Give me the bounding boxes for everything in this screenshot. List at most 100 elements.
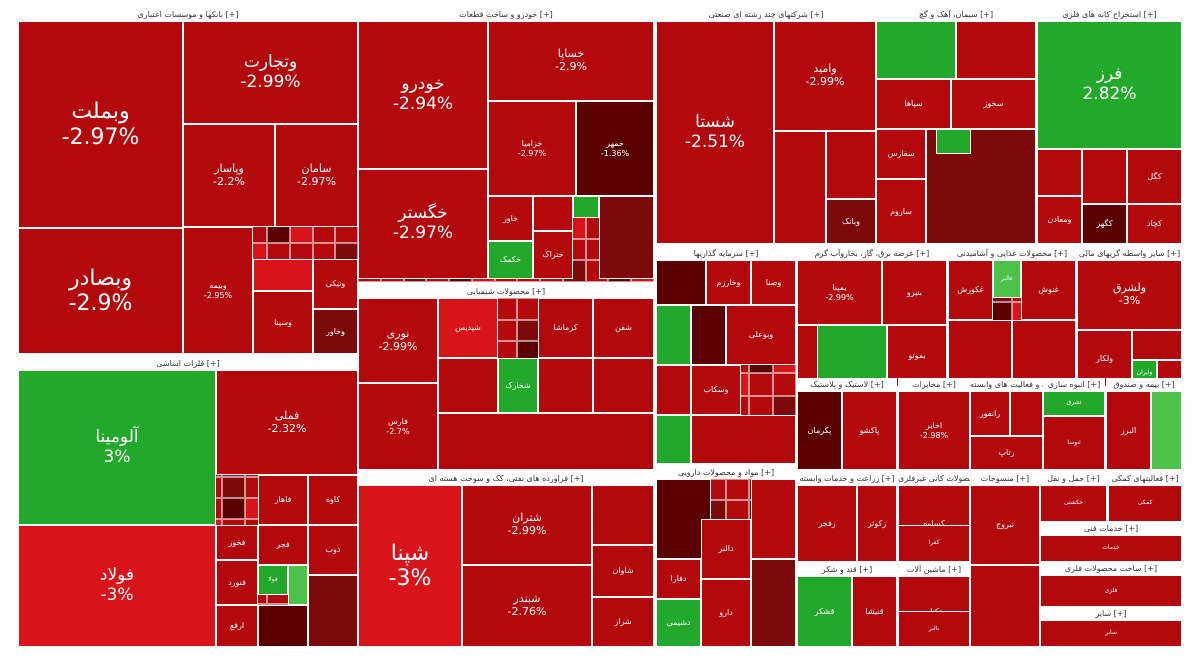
stock-tile[interactable]: بمپنا -2.99% — [797, 260, 882, 325]
stock-tile[interactable]: سامان -2.97% — [275, 124, 358, 227]
stock-tile[interactable]: شراز — [592, 597, 654, 647]
minor-stock-tile[interactable] — [774, 131, 826, 244]
stock-tile[interactable]: دالبر — [701, 519, 751, 579]
stock-tile[interactable]: ولکار — [1077, 330, 1132, 387]
sector-header[interactable]: خودرو و ساخت قطعات [+] — [358, 8, 654, 22]
minor-stock-tile[interactable] — [308, 575, 358, 647]
stock-tile[interactable]: شفن — [593, 298, 654, 358]
sector-header[interactable]: مواد و محصولات دارویی [+] — [656, 466, 796, 480]
stock-tile[interactable]: وخاور — [313, 309, 358, 354]
stock-tile[interactable]: ساروم — [876, 179, 926, 244]
stock-tile[interactable]: شتران -2.99% — [462, 485, 592, 565]
stock-tile[interactable]: حکشتی — [1040, 485, 1107, 522]
stock-tile[interactable]: وبانک — [826, 199, 876, 244]
minor-stock-tile[interactable] — [1037, 149, 1082, 196]
stock-tile[interactable]: خاور — [488, 196, 533, 241]
stock-tile[interactable]: خمهر -1.36% — [576, 101, 654, 196]
minor-stock-tile[interactable] — [948, 320, 1012, 387]
stock-tile[interactable]: دشیمی — [656, 599, 701, 647]
stock-tile[interactable]: غکورش — [948, 260, 993, 320]
minor-stock-tile[interactable] — [593, 358, 654, 413]
stock-tile[interactable]: اخابر -2.98% — [898, 391, 970, 470]
minor-stock-tile[interactable] — [970, 565, 1040, 647]
stock-tile[interactable]: ختراک — [533, 231, 573, 279]
stock-tile[interactable]: نوری -2.99% — [358, 298, 438, 383]
stock-tile[interactable]: قشکر — [797, 576, 852, 647]
minor-stock-tile[interactable] — [656, 260, 706, 305]
stock-tile[interactable]: فملی -2.32% — [216, 370, 358, 475]
stock-tile[interactable]: وتجارت -2.99% — [183, 21, 358, 124]
sector-header[interactable]: سرمایه گذاریها [+] — [656, 247, 796, 261]
stock-tile[interactable]: سپاها — [876, 79, 951, 129]
sector-header[interactable]: ماشین آلات [+] — [898, 563, 970, 577]
stock-tile[interactable]: رتاپ — [970, 436, 1043, 470]
minor-stock-tile[interactable] — [438, 413, 654, 470]
stock-tile[interactable]: سایر — [1040, 620, 1182, 647]
sector-header[interactable]: فراورده های نفتی، کک و سوخت هسته ای [+] — [358, 472, 654, 486]
stock-tile[interactable]: خودرو -2.94% — [358, 21, 488, 169]
sector-header[interactable]: خدمات فنی [+] — [1040, 522, 1182, 536]
minor-stock-tile[interactable] — [1012, 320, 1076, 387]
stock-tile[interactable]: شپدیس — [438, 298, 498, 358]
stock-tile[interactable]: خکمک — [488, 241, 533, 279]
stock-tile[interactable]: شاوان — [592, 545, 654, 597]
stock-tile[interactable]: پکرمان — [797, 391, 842, 470]
stock-tile[interactable]: ثنوسا — [1043, 416, 1105, 470]
stock-tile[interactable]: کفرا — [898, 525, 970, 562]
sector-header[interactable]: سیمان، آهک و گچ [+] — [876, 8, 1036, 22]
minor-stock-tile[interactable] — [533, 196, 573, 231]
stock-tile[interactable]: دارو — [701, 579, 751, 647]
stock-tile[interactable]: شخارک — [498, 358, 538, 413]
stock-tile[interactable]: شبندر -2.76% — [462, 565, 592, 647]
sector-header[interactable]: ساخت محصولات فلزی [+] — [1040, 562, 1182, 576]
sector-header[interactable]: بانکها و موسسات اعتباری [+] — [18, 8, 358, 22]
minor-stock-tile[interactable] — [592, 485, 654, 545]
stock-tile[interactable]: نبروج — [970, 485, 1040, 565]
sector-header[interactable]: محصولات غذایی و آشامیدنی [+] — [948, 247, 1076, 261]
stock-tile[interactable]: خزامیا -2.97% — [488, 101, 576, 196]
stock-tile[interactable]: خگستر -2.97% — [358, 169, 488, 279]
stock-tile[interactable]: وبصادر -2.9% — [18, 228, 183, 354]
stock-tile[interactable]: وسینا — [253, 291, 313, 354]
stock-tile[interactable]: سخوز — [951, 79, 1036, 129]
sector-header[interactable]: سایر محصولات کانی غیرفلزی [+] — [898, 472, 970, 486]
stock-tile[interactable]: فجر — [258, 525, 308, 565]
stock-tile[interactable]: البرز — [1106, 391, 1151, 470]
stock-tile[interactable]: ثشرق — [1043, 391, 1105, 416]
stock-tile[interactable]: ونیکی — [313, 259, 358, 309]
sector-header[interactable]: مخابرات [+] — [898, 378, 970, 392]
stock-tile[interactable]: شپنا -3% — [358, 485, 462, 647]
stock-tile[interactable]: بالبر — [898, 611, 970, 647]
minor-stock-tile[interactable] — [936, 129, 971, 154]
stock-tile[interactable]: وبوعلی — [726, 305, 796, 365]
sector-header[interactable]: منسوجات [+] — [970, 472, 1040, 486]
stock-tile[interactable]: غالبر — [993, 260, 1021, 298]
stock-tile[interactable]: رانفور — [970, 391, 1010, 436]
stock-tile[interactable]: فرز 2.82% — [1037, 21, 1182, 149]
stock-tile[interactable]: شستا -2.51% — [656, 21, 774, 244]
sector-header[interactable]: محصولات شیمیایی [+] — [358, 285, 654, 299]
stock-tile[interactable]: قنیشا — [852, 576, 897, 647]
stock-tile[interactable]: کاوه — [308, 475, 358, 525]
minor-stock-tile[interactable] — [751, 559, 796, 647]
sector-header[interactable]: سایر واسطه گریهای مالی [+] — [1077, 247, 1182, 261]
stock-tile[interactable]: فولا — [258, 565, 288, 595]
stock-tile[interactable]: وخارزم — [706, 260, 751, 305]
stock-tile[interactable]: غنوش — [1021, 260, 1076, 320]
minor-stock-tile[interactable] — [599, 196, 654, 279]
minor-stock-tile[interactable] — [258, 605, 308, 647]
sector-header[interactable]: رایانه و فعالیت های وابسته [+] — [970, 378, 1043, 392]
stock-tile[interactable]: وبیمه -2.95% — [183, 227, 253, 354]
stock-tile[interactable]: فاهار — [258, 475, 308, 525]
stock-tile[interactable]: زکوثر — [857, 485, 897, 562]
sector-header[interactable]: لاستیک و پلاستیک [+] — [797, 378, 897, 392]
stock-tile[interactable]: کگهر — [1082, 204, 1127, 244]
minor-stock-tile[interactable] — [1082, 149, 1127, 204]
sector-header[interactable]: انبوه سازی [+] — [1043, 378, 1105, 392]
stock-tile[interactable]: ذوب — [308, 525, 358, 575]
stock-tile[interactable]: ولشرق -3% — [1077, 260, 1182, 330]
stock-tile[interactable]: خدمات — [1040, 535, 1182, 562]
stock-tile[interactable]: کرماشا — [538, 298, 593, 358]
minor-stock-tile[interactable] — [956, 21, 1036, 79]
sector-header[interactable]: فعالیتهای کمکی [+] — [1108, 472, 1182, 486]
